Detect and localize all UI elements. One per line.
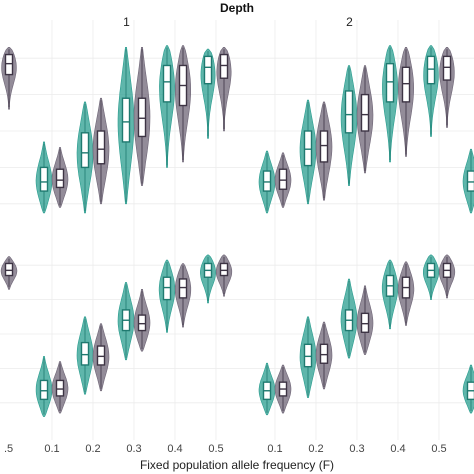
edge-right-2-box	[466, 170, 474, 192]
x-tick-label: 0.4	[167, 443, 182, 455]
chart-title: Depth	[220, 1, 254, 15]
x-tick-label: 0.1	[44, 443, 59, 455]
panel3-v3-box	[319, 343, 329, 364]
strip-label-0: 1	[123, 15, 130, 29]
panel2-v2-box	[80, 341, 90, 366]
edge-left-1-box	[4, 262, 14, 277]
panel2-v3-box	[96, 345, 106, 366]
edge-left-0-box	[4, 53, 14, 76]
x-tick-label: 0.3	[349, 443, 364, 455]
panel1-v9-box	[442, 55, 452, 81]
x-tick-label: 0.2	[308, 443, 323, 455]
x-tick-label: 0.5	[431, 443, 446, 455]
panel0-v8-box	[203, 55, 213, 85]
panel1-v1-box	[278, 168, 288, 190]
panel0-v1-box	[55, 168, 65, 189]
panel1-v4-box	[344, 90, 354, 134]
panel0-v6-box	[162, 64, 172, 103]
grid-lines	[0, 20, 474, 440]
panel0-v9-box	[219, 53, 229, 79]
panel3-v5-box	[360, 312, 370, 333]
x-tick-label: 0.5	[208, 443, 223, 455]
strip-label-1: 2	[346, 15, 353, 29]
panel0-v0-box	[39, 166, 49, 192]
x-tick-label: 0.2	[85, 443, 100, 455]
panel1-v2-box	[303, 130, 313, 167]
panel0-v3-box	[96, 130, 106, 165]
panel1-v7-box	[401, 66, 411, 103]
panel1-v0-box	[262, 170, 272, 192]
panel0-v4-box	[121, 97, 131, 143]
panel0-v2-box	[80, 132, 90, 169]
chart-labels: Depth Fixed population allele frequency …	[4, 1, 447, 472]
panel2-v1-box	[55, 379, 65, 397]
x-axis-label: Fixed population allele frequency (F)	[140, 458, 334, 472]
panel3-v2-box	[303, 343, 313, 368]
panel1-v5-box	[360, 93, 370, 132]
panel2-v9-box	[219, 262, 229, 277]
panel0-v5-box	[137, 97, 147, 138]
panel2-v5-box	[137, 314, 147, 332]
x-tick-label: 0.4	[390, 443, 405, 455]
x-tick-label-left-edge: .5	[4, 443, 13, 455]
panel1-v6-box	[385, 62, 395, 103]
panel2-v7-box	[178, 278, 188, 299]
panel2-v0-box	[39, 379, 49, 401]
x-tick-label: 0.1	[267, 443, 282, 455]
violin-marks	[0, 45, 474, 417]
panel1-v8-box	[426, 55, 436, 85]
panel1-v3-box	[319, 130, 329, 163]
x-tick-label: 0.3	[126, 443, 141, 455]
panel2-v6-box	[162, 276, 172, 301]
